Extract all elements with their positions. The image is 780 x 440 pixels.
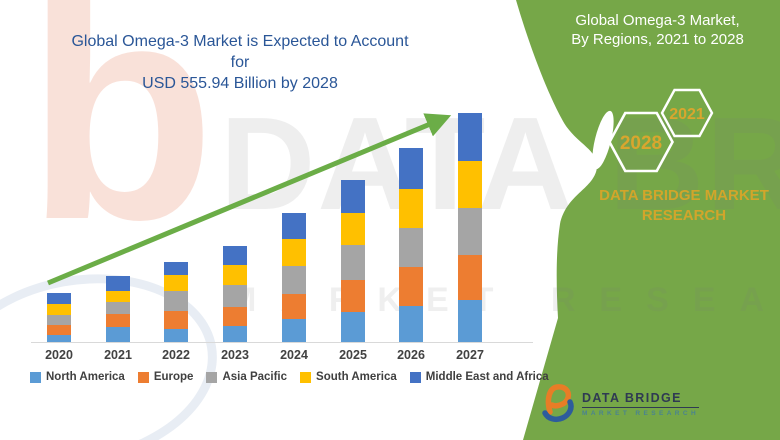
bar-segment-2023-north-america (223, 326, 247, 343)
bar-segment-2025-europe (341, 280, 365, 312)
bar-segment-2021-europe (106, 314, 130, 327)
chart-title-line1: Global Omega-3 Market is Expected to Acc… (71, 33, 409, 71)
databridge-logo: DATA BRIDGE MARKET RESEARCH (541, 384, 700, 428)
legend-swatch (30, 371, 41, 383)
x-axis-label-2025: 2025 (339, 348, 367, 362)
bar-segment-2027-asia-pacific (458, 208, 482, 255)
bar-segment-2021-south-america (106, 291, 130, 302)
bar-segment-2022-north-america (164, 329, 188, 343)
x-axis-label-2023: 2023 (221, 348, 249, 362)
x-axis-line (31, 342, 533, 343)
bar-segment-2026-north-america (399, 306, 423, 343)
brand-text: DATA BRIDGE MARKET RESEARCH (568, 186, 780, 226)
legend-item-middle-east-and-africa: Middle East and Africa (409, 371, 549, 383)
hexagon-2028 (608, 111, 674, 173)
hexagon-2028-label: 2028 (620, 133, 662, 154)
legend-item-europe: Europe (137, 371, 194, 383)
legend-label: Asia Pacific (222, 371, 288, 383)
legend-label: Europe (153, 371, 194, 383)
bar-segment-2020-north-america (47, 335, 71, 343)
legend-item-asia-pacific: Asia Pacific (206, 371, 287, 383)
legend-label: Middle East and Africa (425, 371, 549, 383)
bar-segment-2024-north-america (282, 319, 306, 343)
legend-swatch (409, 371, 421, 383)
panel-title-line1: Global Omega-3 Market, (575, 12, 740, 29)
legend-item-north-america: North America (30, 371, 125, 383)
bar-segment-2027-north-america (458, 300, 482, 343)
logo-subtitle: MARKET RESEARCH (582, 410, 700, 417)
hexagon-2021 (660, 88, 714, 138)
bar-segment-2022-asia-pacific (164, 291, 188, 311)
x-axis-label-2027: 2027 (456, 348, 484, 362)
stacked-bar-2020 (47, 293, 71, 343)
bar-segment-2020-europe (47, 325, 71, 335)
legend-item-south-america: South America (300, 371, 397, 383)
bar-segment-2024-europe (282, 294, 306, 319)
bar-segment-2025-north-america (341, 312, 365, 343)
panel-title-line2: By Regions, 2021 to 2028 (571, 31, 744, 48)
legend-swatch (300, 371, 312, 383)
x-axis-label-2020: 2020 (45, 348, 73, 362)
chart-title: Global Omega-3 Market is Expected to Acc… (60, 31, 420, 94)
logo-text-column: DATA BRIDGE MARKET RESEARCH (582, 384, 700, 417)
bar-segment-2027-south-america (458, 161, 482, 208)
chart-legend: North America Europe Asia Pacific South Ame… (30, 371, 549, 383)
bar-segment-2022-europe (164, 311, 188, 329)
legend-label: North America (46, 371, 125, 383)
brand-text-line2: RESEARCH (641, 207, 727, 224)
x-axis-label-2022: 2022 (162, 348, 190, 362)
bar-segment-2023-asia-pacific (223, 285, 247, 307)
databridge-b-icon (542, 384, 574, 423)
panel-white-swoosh (592, 110, 614, 170)
x-axis-label-2021: 2021 (104, 348, 132, 362)
chart-title-line2: USD 555.94 Billion by 2028 (142, 75, 338, 92)
legend-swatch (137, 371, 149, 383)
legend-swatch (206, 371, 218, 383)
stacked-bar-2027 (458, 113, 482, 343)
bar-segment-2027-europe (458, 255, 482, 300)
panel-title: Global Omega-3 Market, By Regions, 2021 … (550, 11, 765, 49)
bar-segment-2023-europe (223, 307, 247, 326)
x-axis-label-2024: 2024 (280, 348, 308, 362)
bar-segment-2020-south-america (47, 304, 71, 315)
bar-segment-2020-asia-pacific (47, 315, 71, 325)
legend-label: South America (316, 371, 397, 383)
logo-name: DATA BRIDGE (582, 391, 700, 408)
x-axis-label-2026: 2026 (397, 348, 425, 362)
brand-text-line1: DATA BRIDGE MARKET (599, 187, 769, 204)
bar-segment-2021-north-america (106, 327, 130, 343)
hexagon-2021-label: 2021 (669, 106, 705, 123)
bar-segment-2027-middle-east-and-africa (458, 113, 482, 161)
bar-segment-2020-middle-east-and-africa (47, 293, 71, 304)
bar-segment-2021-asia-pacific (106, 302, 130, 314)
